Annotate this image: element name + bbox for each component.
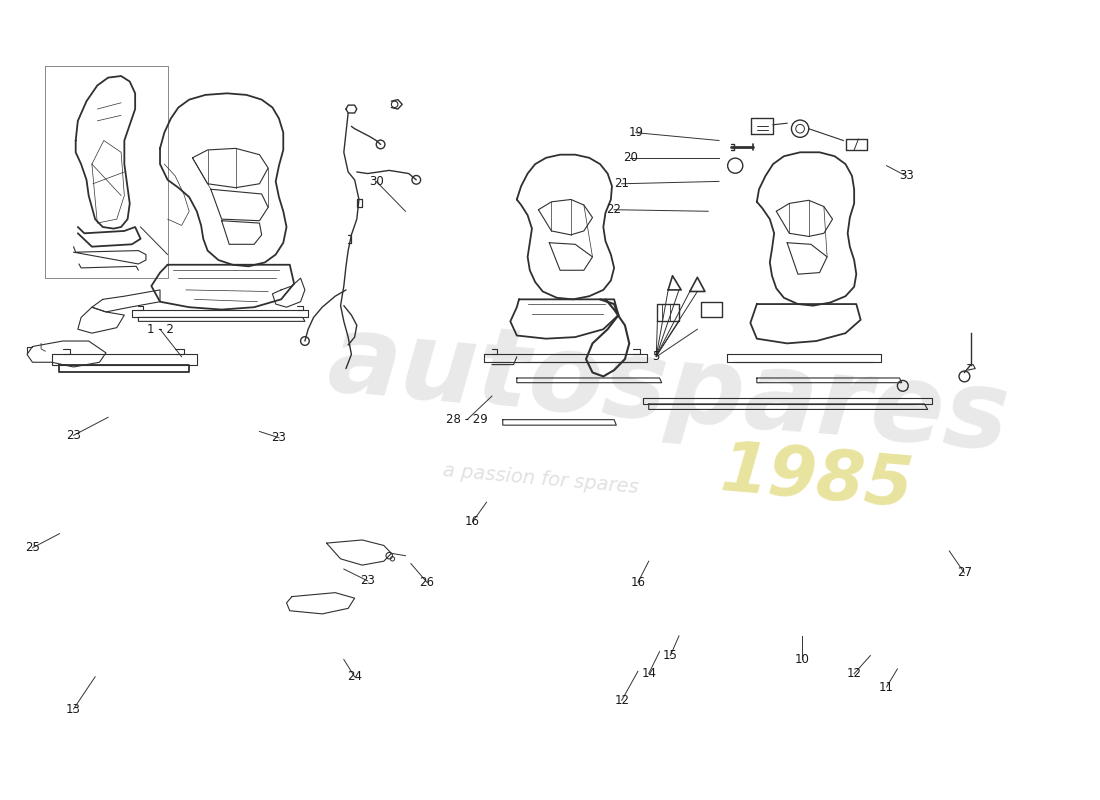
Text: 24: 24 xyxy=(348,670,362,683)
Text: 22: 22 xyxy=(606,203,621,216)
Text: 14: 14 xyxy=(641,667,657,680)
Text: a passion for spares: a passion for spares xyxy=(442,461,639,497)
Text: 33: 33 xyxy=(899,170,913,182)
Text: 20: 20 xyxy=(623,151,638,164)
Text: 19: 19 xyxy=(628,126,643,139)
Text: 1985: 1985 xyxy=(716,437,915,521)
Text: 11: 11 xyxy=(879,681,894,694)
Text: 25: 25 xyxy=(25,542,40,554)
Text: autospares: autospares xyxy=(323,307,1013,473)
Text: 16: 16 xyxy=(465,515,480,528)
Text: 26: 26 xyxy=(419,576,435,589)
Text: 21: 21 xyxy=(614,178,629,190)
Text: 5: 5 xyxy=(652,350,660,363)
Text: 15: 15 xyxy=(663,649,678,662)
Text: 27: 27 xyxy=(957,566,972,579)
Text: 12: 12 xyxy=(614,694,629,707)
Text: 23: 23 xyxy=(66,429,81,442)
Text: 12: 12 xyxy=(847,667,861,680)
Text: 23: 23 xyxy=(360,574,375,587)
Text: 16: 16 xyxy=(630,576,646,589)
Text: 1 - 2: 1 - 2 xyxy=(146,322,174,336)
Text: 28 - 29: 28 - 29 xyxy=(447,413,488,426)
Text: 23: 23 xyxy=(272,431,286,444)
Text: 30: 30 xyxy=(368,175,384,188)
Text: 10: 10 xyxy=(795,653,810,666)
Text: 13: 13 xyxy=(66,702,81,715)
